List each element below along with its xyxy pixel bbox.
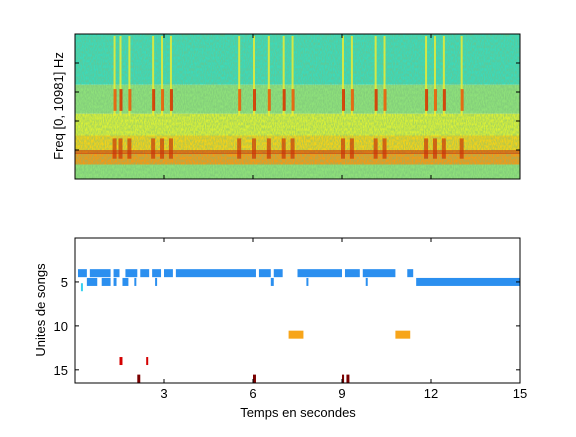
song-units-xlabel: Temps en secondes bbox=[240, 405, 356, 420]
song-unit-segment bbox=[297, 269, 342, 278]
spectrogram-image bbox=[75, 34, 520, 179]
song-unit-segment bbox=[175, 269, 256, 278]
spectrogram-panel: Freq [0, 10981] Hz bbox=[51, 33, 521, 180]
song-units-ticks: 3 6 9 12 15 5 10 15 bbox=[54, 238, 527, 401]
song-units-xtick-label: 3 bbox=[160, 386, 167, 401]
song-unit-segment bbox=[270, 277, 274, 286]
song-unit-segment bbox=[362, 269, 396, 278]
song-unit-segment bbox=[164, 269, 173, 278]
spectrogram-axes-box bbox=[74, 33, 521, 180]
song-unit-segment bbox=[344, 269, 360, 278]
song-unit-segment bbox=[80, 283, 83, 292]
song-units-axes-box bbox=[74, 237, 521, 384]
song-units-ytick-label: 5 bbox=[61, 275, 68, 290]
song-unit-segment bbox=[253, 374, 256, 383]
song-unit-segment bbox=[342, 374, 345, 383]
song-unit-segment bbox=[137, 374, 141, 383]
song-unit-segment bbox=[140, 269, 150, 278]
song-units-xtick-label: 9 bbox=[338, 386, 345, 401]
song-units-ytick-label: 10 bbox=[54, 319, 68, 334]
song-unit-segment bbox=[146, 357, 149, 366]
song-unit-segment bbox=[113, 277, 117, 286]
song-units-xtick-label: 12 bbox=[424, 386, 438, 401]
song-units-ylabel: Unites de songs bbox=[33, 263, 48, 357]
song-units-panel: 3 6 9 12 15 5 10 15 Unites de songs Temps en se… bbox=[33, 237, 527, 420]
song-unit-segment bbox=[346, 374, 350, 383]
song-unit-segment bbox=[113, 269, 120, 278]
song-unit-segment bbox=[86, 277, 98, 286]
song-unit-segment bbox=[122, 277, 129, 286]
spectrogram-ylabel: Freq [0, 10981] Hz bbox=[51, 52, 66, 160]
spectrogram-ticks bbox=[75, 34, 521, 179]
song-unit-segment bbox=[365, 277, 368, 286]
song-unit-segment bbox=[258, 269, 271, 278]
song-unit-segment bbox=[101, 277, 111, 286]
song-unit-segment bbox=[125, 269, 138, 278]
song-unit-segment bbox=[273, 269, 283, 278]
song-units-plot bbox=[77, 269, 520, 383]
song-unit-segment bbox=[119, 357, 123, 366]
song-unit-segment bbox=[89, 269, 111, 278]
song-unit-segment bbox=[134, 277, 137, 286]
song-unit-segment bbox=[155, 277, 158, 286]
song-unit-segment bbox=[306, 277, 309, 286]
song-unit-segment bbox=[288, 330, 304, 339]
song-units-xtick-label: 15 bbox=[513, 386, 527, 401]
song-unit-segment bbox=[416, 277, 520, 286]
song-unit-segment bbox=[395, 330, 411, 339]
song-unit-segment bbox=[407, 269, 414, 278]
song-unit-segment bbox=[152, 269, 162, 278]
song-units-ytick-label: 15 bbox=[54, 363, 68, 378]
song-units-xtick-label: 6 bbox=[249, 386, 256, 401]
song-unit-segment bbox=[77, 269, 87, 278]
